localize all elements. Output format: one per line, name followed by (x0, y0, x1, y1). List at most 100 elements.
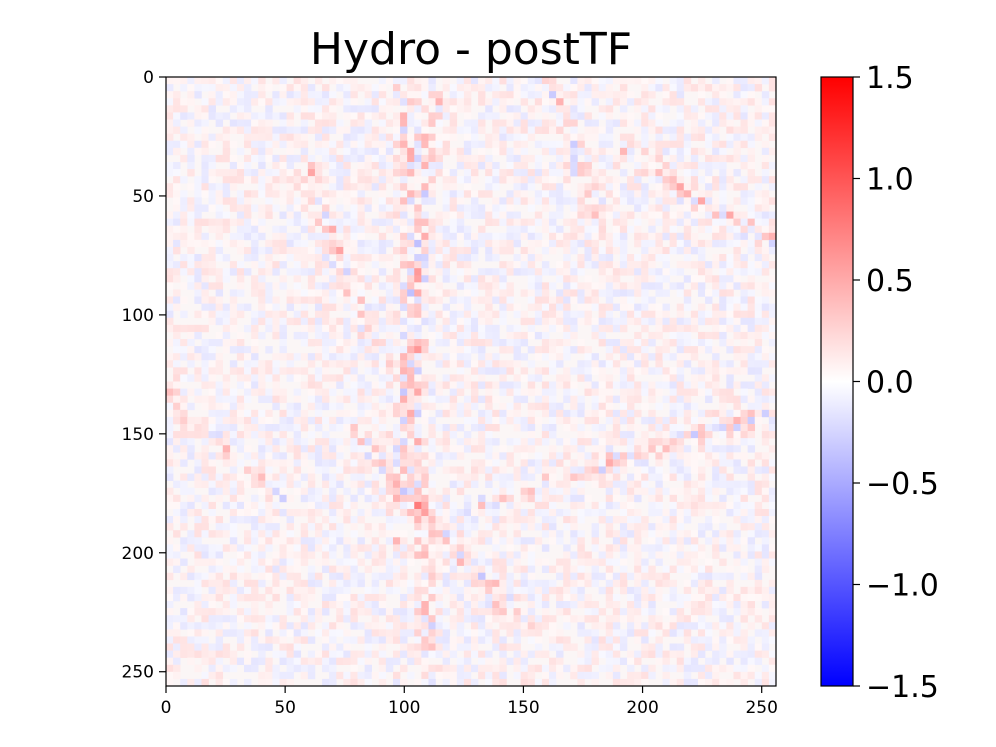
heatmap-cell (343, 105, 351, 113)
heatmap-cell (371, 445, 380, 453)
heatmap-cell (655, 169, 663, 177)
heatmap-cell (563, 169, 571, 177)
heatmap-cell (400, 169, 408, 177)
heatmap-cell (534, 586, 543, 595)
heatmap-cell (265, 416, 273, 425)
heatmap-cell (322, 176, 330, 184)
heatmap-cell (194, 473, 202, 481)
heatmap-cell (478, 466, 486, 474)
heatmap-cell (293, 551, 302, 559)
heatmap-cell (761, 487, 770, 496)
heatmap-cell (740, 339, 748, 347)
heatmap-cell (265, 112, 273, 120)
heatmap-cell (612, 211, 621, 219)
heatmap-cell (286, 254, 294, 262)
heatmap-cell (194, 374, 202, 382)
heatmap-cell (414, 466, 422, 474)
heatmap-cell (414, 395, 422, 404)
heatmap-cell (492, 147, 500, 156)
heatmap-cell (350, 154, 358, 163)
heatmap-cell (513, 239, 521, 248)
heatmap-cell (563, 473, 571, 481)
heatmap-cell (400, 296, 408, 304)
heatmap-cell (265, 480, 273, 489)
heatmap-cell (236, 431, 245, 439)
heatmap-cell (719, 452, 727, 460)
heatmap-cell (754, 282, 763, 290)
heatmap-cell (414, 232, 422, 241)
heatmap-cell (414, 91, 422, 99)
heatmap-cell (754, 593, 763, 602)
heatmap-cell (478, 501, 486, 510)
heatmap-cell (392, 98, 401, 106)
heatmap-cell (293, 239, 302, 248)
heatmap-cell (634, 438, 642, 446)
heatmap-cell (456, 154, 465, 163)
heatmap-cell (513, 105, 521, 113)
heatmap-cell (761, 459, 770, 467)
heatmap-cell (286, 459, 294, 467)
heatmap-cell (655, 487, 663, 496)
heatmap-cell (669, 324, 677, 333)
heatmap-cell (570, 438, 578, 446)
heatmap-cell (442, 551, 451, 559)
heatmap-cell (712, 544, 720, 552)
heatmap-cell (187, 77, 195, 85)
heatmap-cell (726, 572, 734, 581)
heatmap-cell (385, 331, 394, 340)
heatmap-cell (754, 530, 763, 538)
heatmap-cell (719, 84, 727, 92)
heatmap-cell (740, 190, 748, 198)
heatmap-cell (194, 452, 202, 460)
heatmap-cell (690, 324, 699, 333)
heatmap-cell (634, 190, 642, 198)
heatmap-cell (697, 204, 706, 212)
heatmap-cell (364, 523, 372, 531)
heatmap-cell (286, 232, 294, 241)
heatmap-cell (215, 360, 224, 368)
heatmap-cell (747, 147, 756, 156)
heatmap-cell (683, 530, 692, 538)
heatmap-cell (619, 459, 628, 467)
heatmap-cell (407, 544, 415, 552)
heatmap-cell (719, 466, 727, 474)
heatmap-cell (322, 246, 330, 255)
heatmap-cell (492, 112, 500, 120)
heatmap-cell (648, 494, 656, 503)
heatmap-cell (272, 360, 280, 368)
heatmap-cell (456, 232, 465, 241)
heatmap-cell (506, 438, 514, 446)
heatmap-cell (435, 246, 443, 255)
heatmap-cell (336, 77, 344, 85)
heatmap-cell (222, 91, 231, 99)
heatmap-cell (733, 239, 741, 248)
heatmap-cell (236, 91, 245, 99)
heatmap-cell (336, 268, 344, 276)
heatmap-cell (534, 374, 543, 382)
heatmap-cell (485, 416, 493, 425)
heatmap-cell (166, 105, 174, 113)
heatmap-cell (577, 190, 585, 198)
heatmap-cell (236, 487, 245, 496)
heatmap-cell (541, 381, 550, 389)
heatmap-cell (201, 282, 209, 290)
heatmap-cell (336, 593, 344, 602)
heatmap-cell (236, 353, 245, 361)
heatmap-cell (187, 218, 195, 227)
heatmap-cell (485, 445, 493, 453)
heatmap-cell (527, 239, 536, 248)
heatmap-cell (180, 593, 188, 602)
heatmap-cell (307, 523, 316, 531)
heatmap-cell (719, 161, 727, 170)
heatmap-cell (435, 98, 443, 106)
heatmap-cell (336, 438, 344, 446)
heatmap-cell (747, 586, 756, 595)
heatmap-cell (428, 480, 436, 489)
heatmap-cell (428, 431, 436, 439)
heatmap-cell (740, 438, 748, 446)
heatmap-cell (166, 438, 174, 446)
heatmap-cell (314, 324, 323, 333)
heatmap-cell (329, 593, 337, 602)
heatmap-cell (286, 374, 294, 382)
heatmap-cell (449, 452, 458, 460)
